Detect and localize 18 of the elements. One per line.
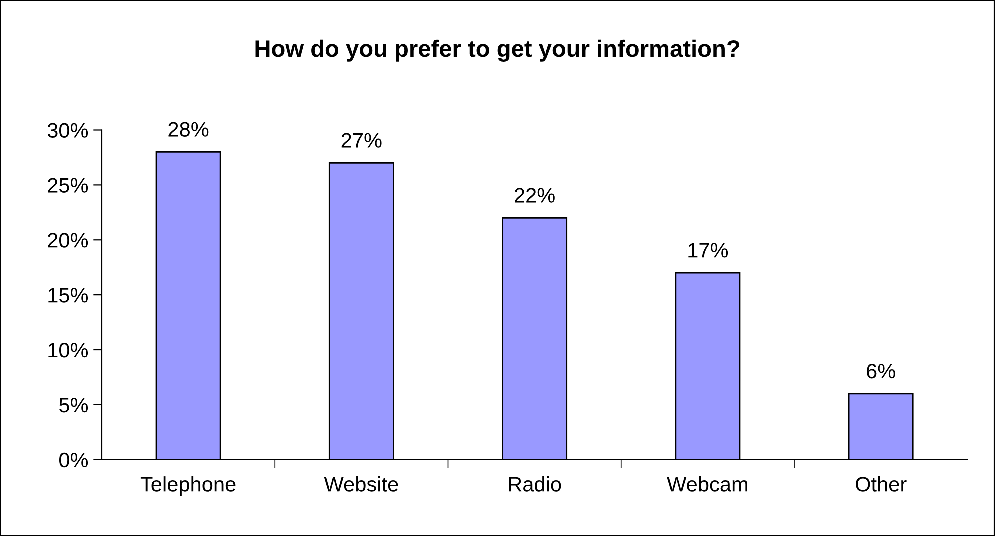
- y-tick-label: 0%: [59, 452, 88, 468]
- data-label: 6%: [867, 364, 896, 379]
- x-tick-label: Website: [324, 476, 398, 492]
- chart-title: How do you prefer to get your information?: [256, 40, 740, 62]
- y-tick-label: 15%: [48, 288, 88, 303]
- x-tick-label: Webcam: [667, 476, 748, 492]
- x-tick-label: Telephone: [140, 476, 236, 496]
- data-label: 28%: [168, 122, 209, 137]
- y-tick-label: 25%: [48, 178, 88, 193]
- data-label: 17%: [688, 243, 728, 258]
- y-tick-label: 10%: [48, 343, 88, 358]
- data-label: 22%: [515, 188, 555, 203]
- x-tick-label: Radio: [509, 476, 562, 492]
- data-label: 27%: [342, 133, 382, 148]
- y-tick-label: 30%: [48, 123, 88, 138]
- y-tick-label: 20%: [48, 233, 88, 248]
- y-tick-label: 5%: [60, 398, 88, 413]
- x-tick-label: Other: [856, 476, 907, 492]
